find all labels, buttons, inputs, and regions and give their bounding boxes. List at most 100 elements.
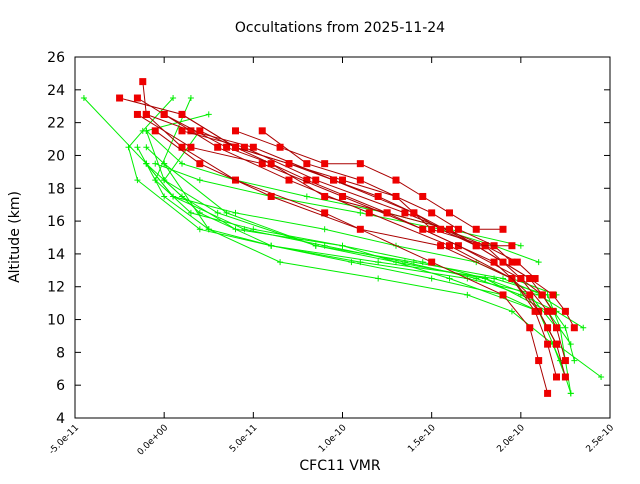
data-point-plus	[312, 242, 319, 249]
data-point-square	[223, 143, 231, 151]
data-point-plus	[277, 259, 284, 266]
data-point-square	[356, 176, 364, 184]
series-line	[127, 97, 572, 394]
data-point-square	[535, 357, 543, 365]
series-red-profile	[232, 127, 507, 233]
data-point-plus	[170, 193, 177, 200]
series-green-profile	[80, 95, 605, 380]
y-tick-label: 26	[47, 50, 65, 66]
data-point-square	[446, 209, 453, 217]
data-point-square	[330, 176, 338, 184]
data-point-square	[561, 357, 569, 365]
data-point-square	[446, 242, 453, 250]
data-point-square	[214, 143, 222, 151]
data-point-square	[116, 94, 124, 102]
data-point-square	[232, 143, 239, 151]
data-point-square	[428, 209, 436, 217]
data-point-square	[549, 307, 557, 315]
data-point-square	[531, 275, 539, 283]
data-point-square	[356, 160, 364, 168]
data-point-plus	[375, 259, 382, 266]
y-tick-label: 4	[56, 411, 65, 427]
data-point-plus	[134, 177, 141, 184]
data-point-plus	[232, 209, 239, 216]
series-red-profile	[160, 110, 546, 299]
data-point-square	[508, 258, 516, 266]
data-point-square	[187, 127, 195, 135]
data-point-plus	[268, 242, 275, 249]
data-point-square	[133, 94, 141, 102]
x-tick-label: 5.0e-11	[228, 423, 260, 455]
data-point-plus	[428, 275, 435, 282]
y-axis-ticks: 4 6 8 10 12 14 16 18 20 22 24 26	[47, 50, 610, 427]
data-point-square	[531, 307, 539, 315]
data-point-plus	[321, 226, 328, 233]
data-point-plus	[500, 275, 506, 282]
data-point-plus	[205, 111, 212, 118]
data-point-plus	[143, 144, 150, 151]
data-point-square	[437, 242, 445, 250]
series-line	[163, 130, 566, 312]
series-line	[83, 97, 602, 378]
data-point-square	[339, 176, 346, 184]
y-tick-label: 22	[47, 116, 65, 132]
data-point-plus	[580, 324, 587, 331]
data-point-plus	[517, 242, 524, 249]
series-line	[155, 130, 566, 378]
data-point-square	[428, 258, 436, 266]
data-point-square	[553, 340, 560, 348]
series-line	[146, 113, 575, 329]
data-point-square	[499, 291, 507, 299]
data-point-plus	[303, 193, 310, 200]
series-line	[181, 130, 554, 312]
data-point-square	[321, 209, 329, 217]
data-point-square	[374, 192, 382, 200]
series-red-profile	[178, 110, 516, 250]
data-point-square	[365, 209, 373, 217]
y-tick-label: 20	[47, 148, 65, 164]
data-point-square	[526, 291, 534, 299]
data-point-square	[178, 127, 186, 135]
data-point-square	[392, 192, 400, 200]
series-line	[262, 130, 513, 263]
data-point-plus	[214, 209, 221, 216]
data-point-square	[544, 324, 552, 332]
data-point-plus	[598, 373, 605, 380]
series-line	[145, 130, 521, 247]
x-tick-label: -5.0e-11	[47, 423, 81, 457]
data-point-plus	[571, 357, 578, 364]
data-point-square	[526, 275, 534, 283]
y-tick-label: 24	[47, 83, 65, 99]
series-line	[145, 146, 557, 329]
data-point-square	[321, 192, 329, 200]
data-point-square	[570, 324, 578, 332]
y-tick-label: 10	[47, 313, 65, 329]
data-point-plus	[80, 95, 87, 102]
data-point-plus	[562, 324, 569, 331]
data-point-square	[401, 209, 409, 217]
data-point-square	[419, 225, 427, 233]
data-point-square	[142, 110, 150, 118]
data-point-square	[544, 340, 552, 348]
data-point-square	[472, 242, 480, 250]
data-point-square	[303, 160, 311, 168]
y-tick-label: 14	[47, 247, 65, 263]
series-red-profile	[142, 110, 578, 332]
data-point-square	[437, 225, 445, 233]
data-point-square	[196, 127, 204, 135]
data-point-square	[187, 143, 195, 151]
data-point-plus	[375, 275, 382, 282]
data-point-plus	[535, 259, 542, 266]
data-point-square	[392, 176, 400, 184]
data-point-square	[499, 225, 507, 233]
data-point-square	[303, 176, 311, 184]
data-point-plus	[196, 177, 203, 184]
data-point-square	[428, 225, 436, 233]
data-point-square	[499, 258, 507, 266]
data-point-square	[276, 143, 284, 151]
data-point-plus	[446, 275, 453, 282]
chart-title: Occultations from 2025-11-24	[235, 20, 445, 36]
data-point-square	[549, 291, 557, 299]
